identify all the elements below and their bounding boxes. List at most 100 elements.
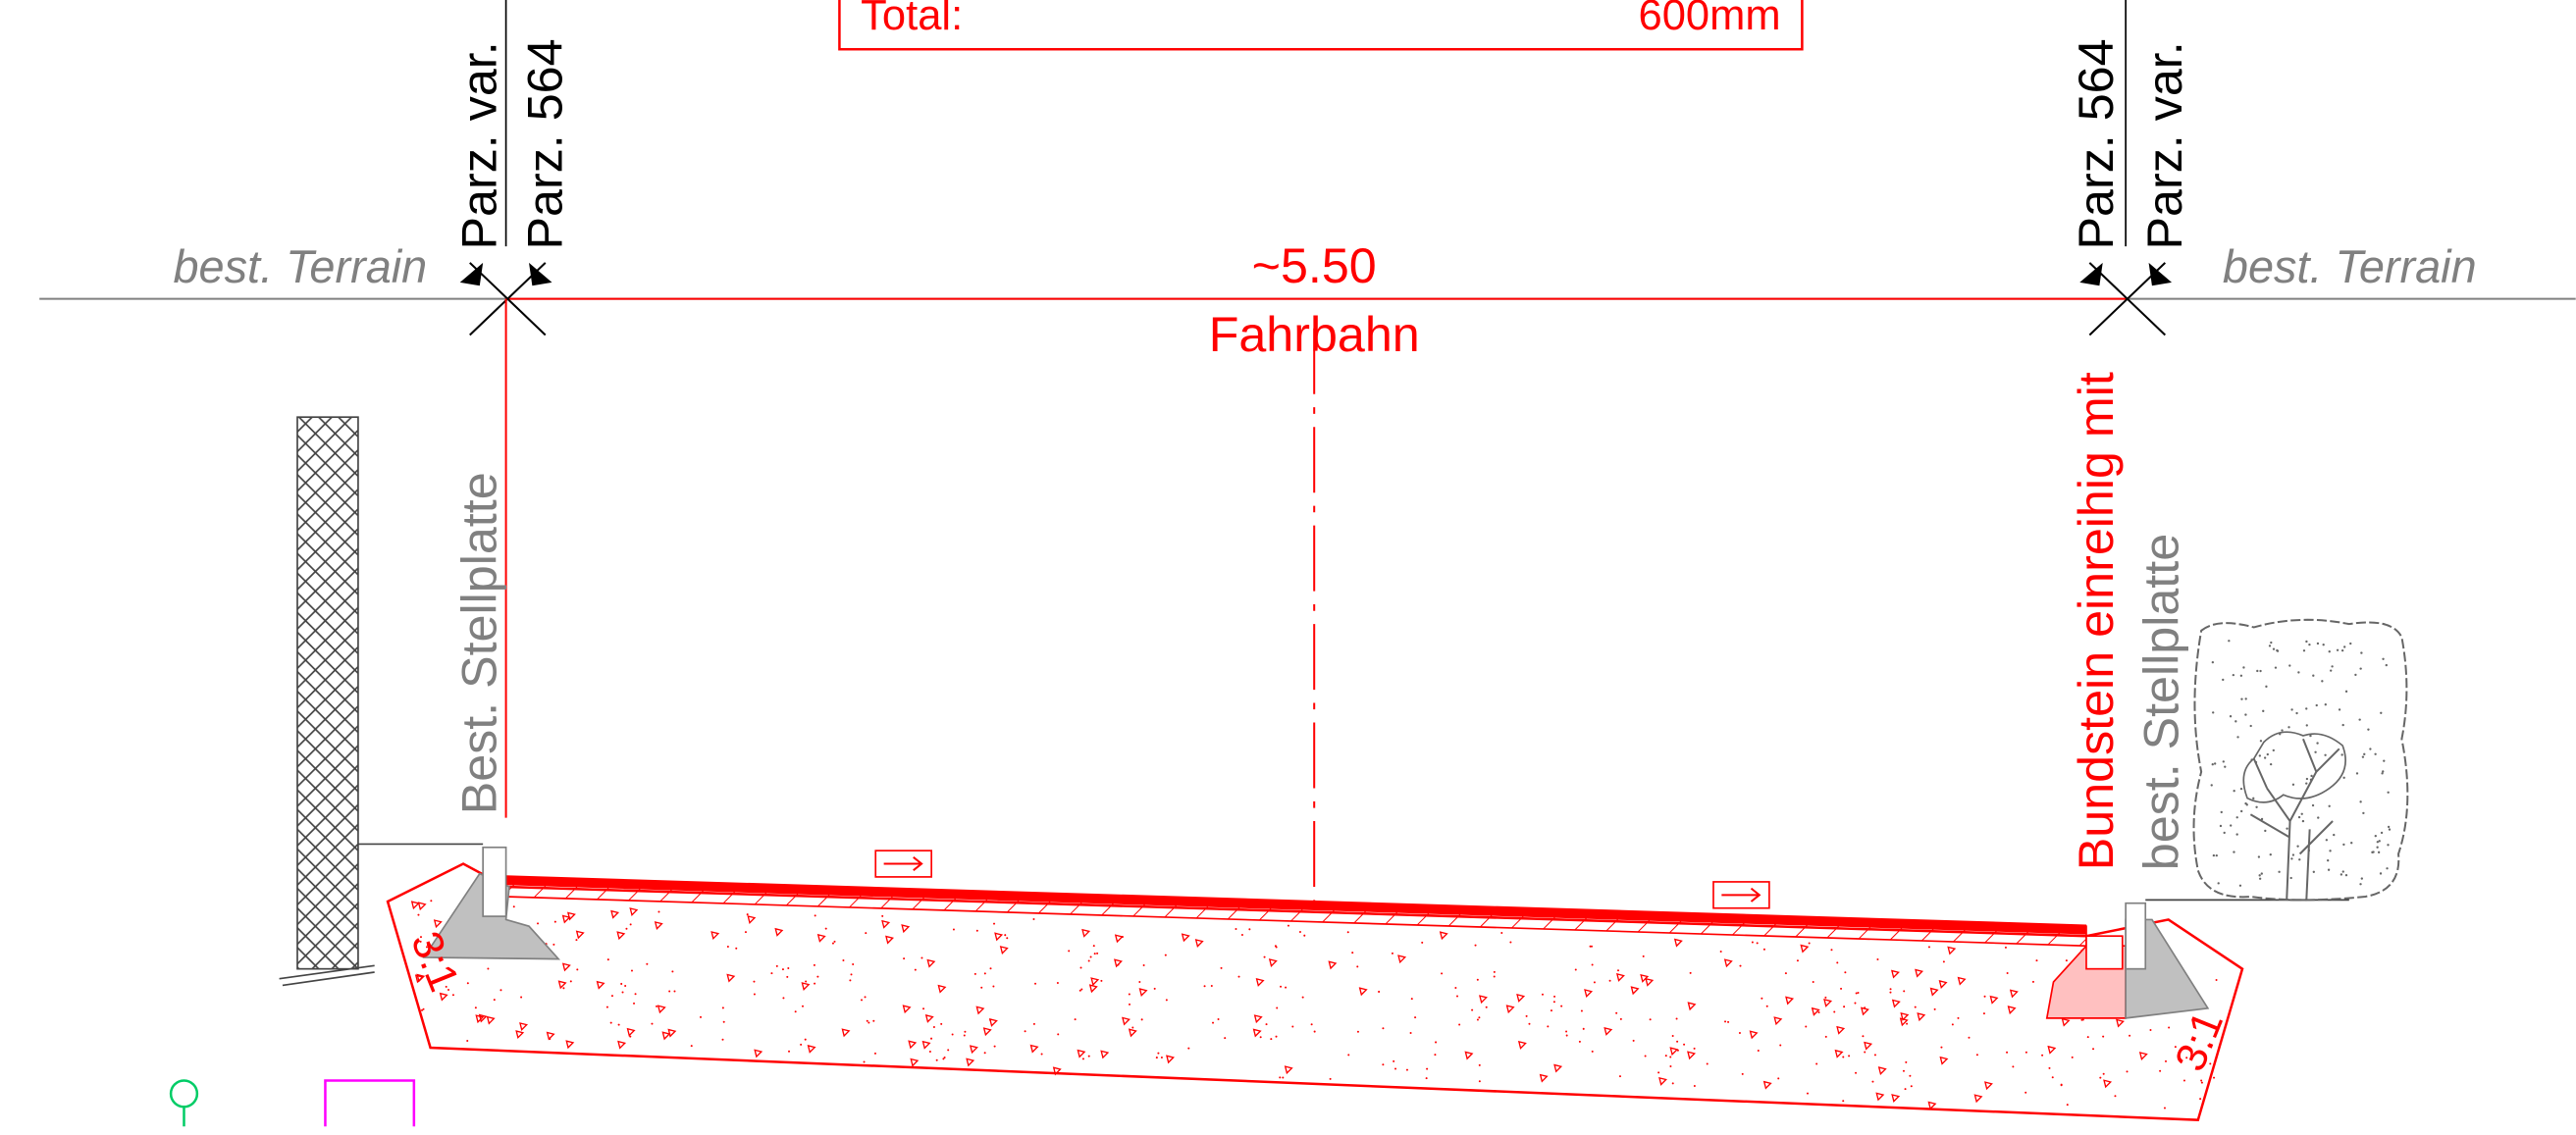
- aggregate-dot: [1160, 1056, 1163, 1058]
- tree-icon: [2192, 618, 2409, 902]
- aggregate-stone: [921, 1040, 931, 1050]
- aggregate-dot: [520, 996, 523, 999]
- foliage-dot: [2252, 797, 2255, 800]
- foliage-dot: [2349, 642, 2352, 645]
- aggregate-dot: [928, 1051, 931, 1054]
- aggregate-dot: [629, 1035, 632, 1038]
- aggregate-stone: [1181, 933, 1190, 943]
- aggregate-dot: [2086, 1036, 2089, 1039]
- aggregate-dot: [1669, 1056, 1672, 1058]
- aggregate-dot: [2159, 1069, 2162, 1072]
- aggregate-dot: [2048, 1066, 2051, 1069]
- aggregate-dot: [824, 927, 827, 930]
- foliage-dot: [2359, 667, 2362, 670]
- foliage-dot: [2233, 851, 2235, 853]
- aggregate-dot: [2071, 1056, 2074, 1058]
- aggregate-dot: [1905, 1060, 1908, 1063]
- aggregate-stone: [747, 915, 757, 924]
- aggregate-stone: [478, 1013, 488, 1023]
- aggregate-dot: [1843, 1006, 1846, 1008]
- flow-arrow-icon: [874, 850, 932, 878]
- foliage-dot: [2374, 835, 2377, 838]
- aggregate-dot: [673, 990, 676, 993]
- aggregate-dot: [2006, 1051, 2009, 1054]
- aggregate-dot: [914, 968, 917, 971]
- aggregate-dot: [1434, 1054, 1437, 1057]
- aggregate-dot: [2102, 1035, 2105, 1038]
- aggregate-stone: [1505, 1005, 1515, 1014]
- foliage-dot: [2238, 884, 2242, 887]
- aggregate-stone: [1138, 988, 1148, 998]
- aggregate-dot: [1664, 1055, 1667, 1058]
- terrain-label-left: best. Terrain: [174, 241, 428, 292]
- foliage-dot: [2310, 774, 2313, 778]
- aggregate-dot: [943, 1057, 946, 1059]
- aggregate-dot: [1237, 975, 1240, 978]
- foliage-dot: [2266, 752, 2269, 756]
- aggregate-dot: [814, 982, 816, 985]
- parcel-right-inner: Parz. 564: [2069, 38, 2124, 249]
- aggregate-dot: [671, 970, 674, 973]
- aggregate-dot: [1351, 952, 1354, 954]
- aggregate-stone: [1749, 1030, 1759, 1040]
- aggregate-stone: [617, 1040, 627, 1050]
- aggregate-dot: [975, 929, 978, 932]
- aggregate-dot: [721, 1038, 724, 1041]
- foliage-dot: [2269, 852, 2272, 856]
- aggregate-dot: [1493, 975, 1496, 978]
- aggregate-dot: [569, 980, 572, 983]
- aggregate-stone: [667, 1028, 677, 1038]
- aggregate-stone: [557, 980, 567, 990]
- aggregate-dot: [2102, 1072, 2105, 1075]
- foliage-dot: [2312, 870, 2315, 873]
- aggregate-dot: [1329, 1077, 1332, 1080]
- aggregate-stone: [1773, 1016, 1783, 1026]
- right-existing-label: best. Stellplatte: [2134, 534, 2189, 870]
- aggregate-stone: [1553, 1063, 1563, 1073]
- aggregate-dot: [552, 943, 555, 946]
- foliage-dot: [2290, 857, 2293, 860]
- aggregate-dot: [2163, 1107, 2166, 1109]
- foliage-dot: [2259, 740, 2263, 743]
- foliage-dot: [2387, 844, 2390, 847]
- aggregate-dot: [989, 967, 992, 970]
- foliage-dot: [2240, 809, 2243, 813]
- aggregate-stone: [1823, 998, 1833, 1007]
- aggregate-dot: [1356, 965, 1359, 968]
- aggregate-dot: [474, 1006, 477, 1009]
- aggregate-stone: [1479, 995, 1488, 1005]
- aggregate-dot: [646, 962, 649, 965]
- aggregate-dot: [1951, 1023, 1954, 1026]
- aggregate-stone: [1800, 944, 1810, 954]
- aggregate-dot: [865, 932, 867, 935]
- aggregate-dot: [1006, 937, 1009, 940]
- aggregate-dot: [2051, 1076, 2054, 1079]
- aggregate-stone: [910, 1058, 920, 1067]
- foliage-dot: [2245, 803, 2248, 806]
- wearing-course: [505, 875, 2087, 935]
- aggregate-stone: [1834, 1049, 1844, 1058]
- foliage-dot: [2330, 669, 2333, 672]
- aggregate-dot: [940, 1022, 943, 1025]
- aggregate-stone: [1090, 977, 1100, 987]
- foliage-dot: [2296, 845, 2299, 848]
- aggregate-dot: [1876, 958, 1879, 961]
- aggregate-dot: [1165, 999, 1168, 1002]
- aggregate-dot: [1889, 991, 1892, 994]
- aggregate-stone: [410, 901, 420, 910]
- aggregate-dot: [1582, 1027, 1585, 1030]
- aggregate-dot: [2126, 1070, 2129, 1073]
- aggregate-dot: [1287, 924, 1289, 927]
- foliage-dot: [2311, 803, 2315, 807]
- aggregate-stone: [1029, 1044, 1039, 1054]
- foliage-dot: [2361, 755, 2365, 758]
- aggregate-dot: [1129, 1003, 1131, 1006]
- foliage-dot: [2369, 748, 2372, 750]
- foliage-dot: [2258, 754, 2262, 757]
- aggregate-dot: [1493, 970, 1496, 973]
- aggregate-dot: [1032, 1022, 1035, 1025]
- aggregate-dot: [866, 1019, 868, 1022]
- aggregate-dot: [1024, 1030, 1026, 1033]
- aggregate-dot: [1142, 963, 1145, 966]
- foliage-dot: [2342, 843, 2345, 847]
